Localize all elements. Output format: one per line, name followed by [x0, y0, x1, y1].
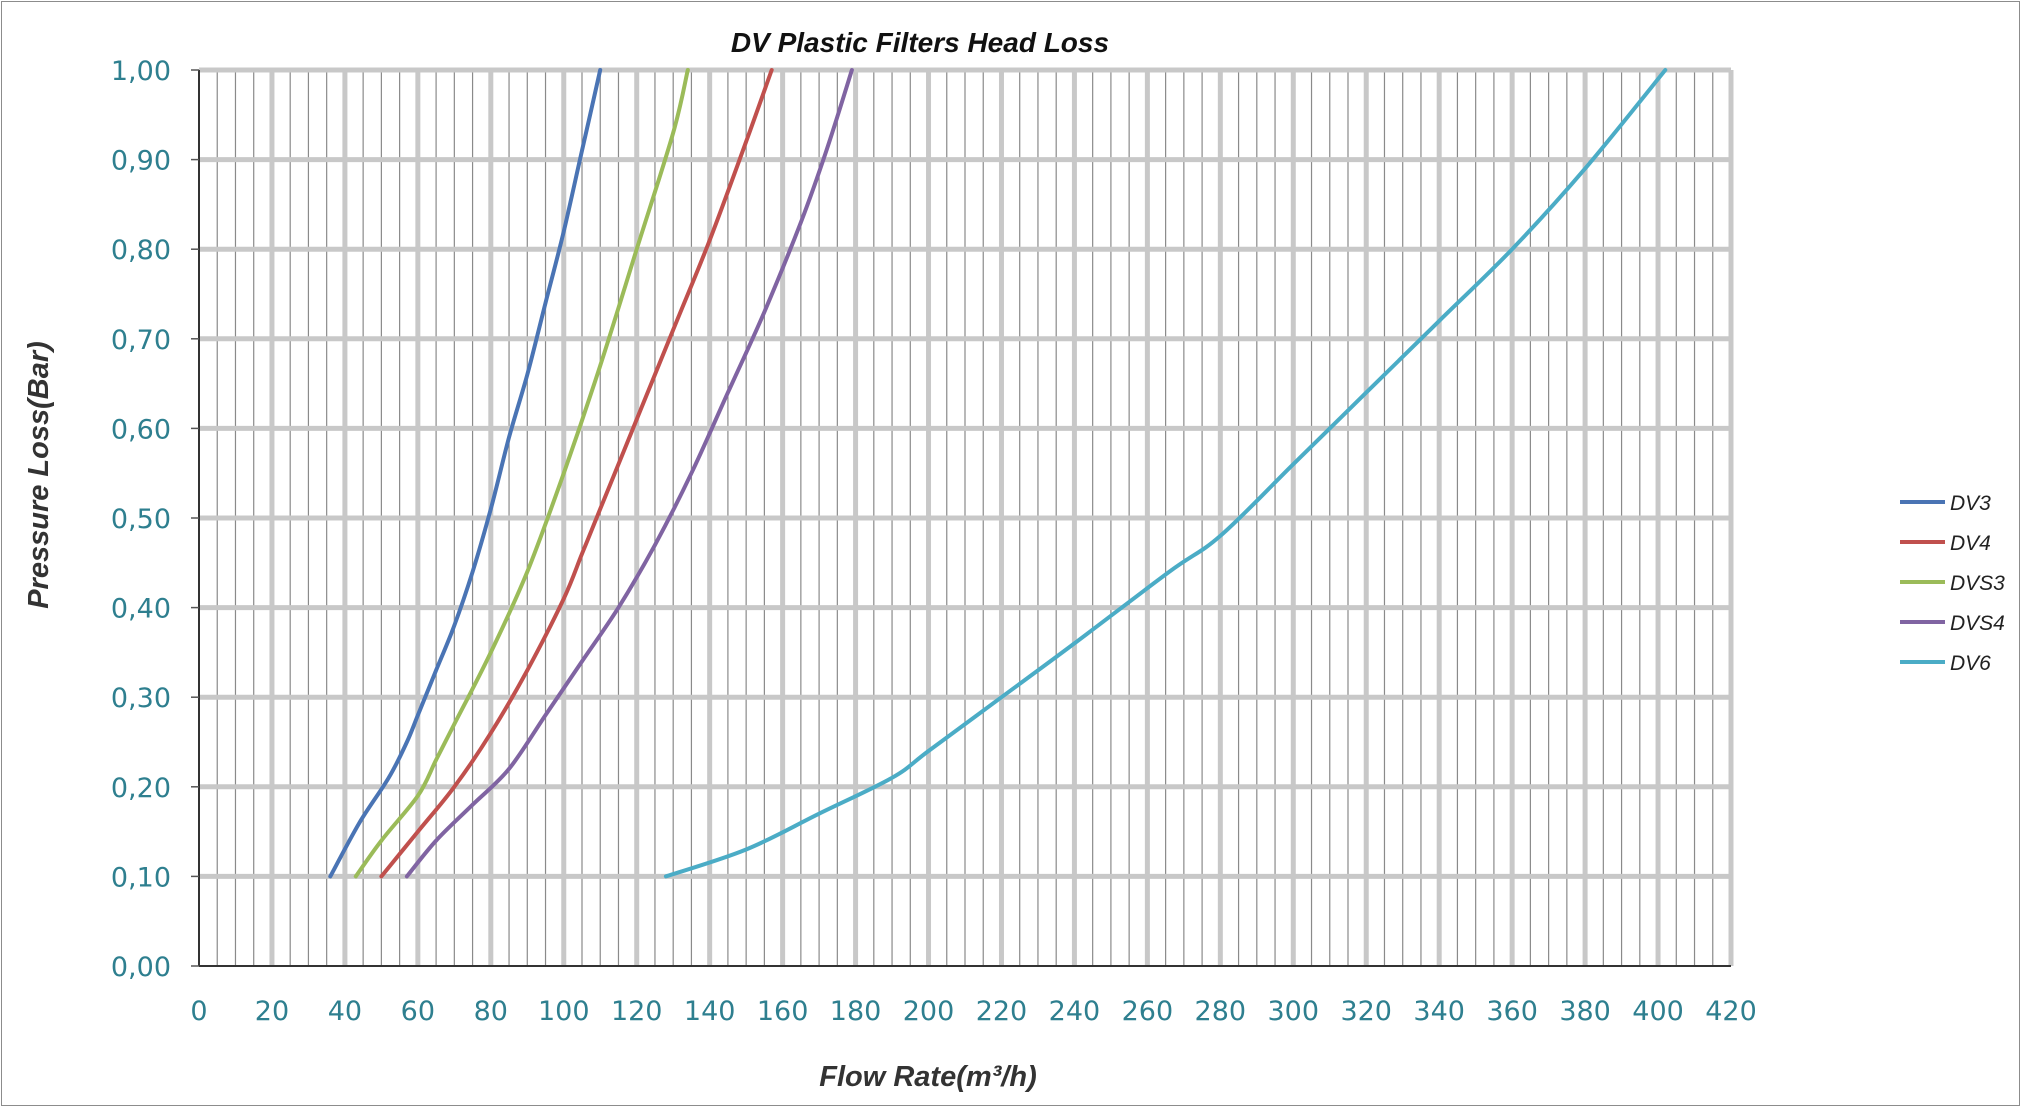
y-tick-label: 0,10 — [111, 862, 171, 893]
x-tick-label: 100 — [538, 996, 590, 1027]
series-line-dv4 — [379, 68, 774, 879]
x-tick-label: 260 — [1122, 996, 1174, 1027]
x-tick-label: 240 — [1049, 996, 1101, 1027]
y-tick-label: 0,20 — [111, 773, 171, 804]
y-tick-label: 0,50 — [111, 504, 171, 535]
legend-label-dvs4: DVS4 — [1950, 612, 2005, 635]
legend-label-dvs3: DVS3 — [1950, 572, 2005, 595]
y-tick-label: 0,70 — [111, 325, 171, 356]
y-tick-label: 0,80 — [111, 235, 171, 266]
x-tick-label: 360 — [1486, 996, 1538, 1027]
y-tick-label: 0,90 — [111, 146, 171, 177]
y-axis-title: Pressure Loss(Bar) — [23, 341, 55, 609]
x-tick-label: 180 — [830, 996, 882, 1027]
legend-label-dv6: DV6 — [1950, 652, 1991, 675]
x-tick-label: 220 — [976, 996, 1028, 1027]
x-tick-label: 400 — [1632, 996, 1684, 1027]
legend: DV3 DV4 DVS3 DVS4 DV6 — [1900, 492, 2005, 675]
y-tick-label: 0,60 — [111, 414, 171, 445]
series-line-dv3 — [328, 68, 603, 879]
x-tick-label: 60 — [401, 996, 435, 1027]
chart-title: DV Plastic Filters Head Loss — [731, 27, 1109, 58]
x-axis-title: Flow Rate(m³/h) — [819, 1061, 1037, 1093]
x-tick-label: 20 — [255, 996, 289, 1027]
x-tick-label: 0 — [190, 996, 207, 1027]
x-tick-label: 380 — [1559, 996, 1611, 1027]
x-tick-label: 280 — [1195, 996, 1247, 1027]
grid — [199, 67, 1734, 966]
y-tick-label: 1,00 — [111, 56, 171, 87]
y-tick-label: 0,00 — [111, 952, 171, 983]
series-lines — [328, 68, 1668, 879]
x-tick-label: 160 — [757, 996, 809, 1027]
legend-label-dv3: DV3 — [1950, 492, 1991, 515]
x-tick-label: 80 — [474, 996, 508, 1027]
x-tick-label: 200 — [903, 996, 955, 1027]
series-line-dvs3 — [353, 68, 690, 879]
x-tick-label: 120 — [611, 996, 663, 1027]
series-line-dv6 — [663, 68, 1668, 879]
x-tick-label: 300 — [1268, 996, 1320, 1027]
y-tick-label: 0,40 — [111, 594, 171, 625]
axes — [191, 69, 1731, 967]
legend-label-dv4: DV4 — [1950, 532, 1991, 555]
tick-labels: 0 20 40 60 80 100 120 140 160 180 200 220 240 260 280 3… — [111, 56, 1757, 1027]
x-tick-label: 320 — [1340, 996, 1392, 1027]
x-tick-label: 140 — [684, 996, 736, 1027]
x-tick-label: 420 — [1705, 996, 1757, 1027]
x-tick-label: 40 — [328, 996, 362, 1027]
y-tick-label: 0,30 — [111, 683, 171, 714]
x-tick-label: 340 — [1413, 996, 1465, 1027]
series-line-dvs4 — [404, 68, 854, 879]
